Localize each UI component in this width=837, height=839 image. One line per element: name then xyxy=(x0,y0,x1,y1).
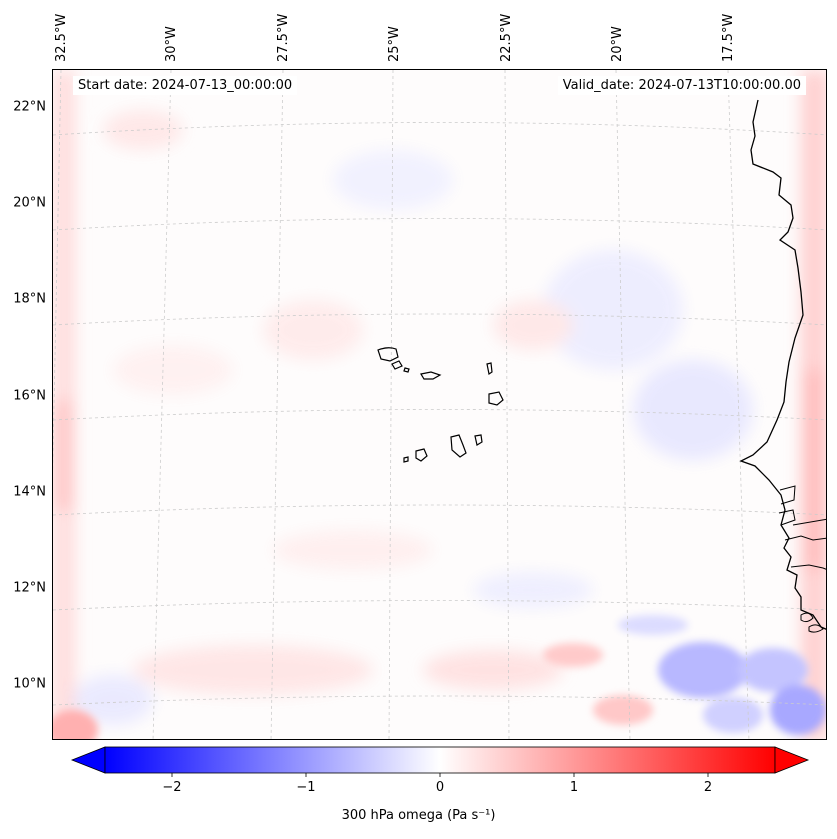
colorbar-min-extend-arrow xyxy=(70,746,106,774)
island-sal xyxy=(486,362,493,375)
island-fogo xyxy=(415,448,428,462)
latitude-gridline-14n xyxy=(53,504,826,516)
longitude-label: 22.5°W xyxy=(499,13,514,62)
longitude-label: 30°W xyxy=(164,26,179,62)
latitude-label: 22°N xyxy=(13,99,46,115)
island-maio xyxy=(474,434,483,446)
colorbar-tick-label: −1 xyxy=(296,780,316,795)
cape-verde-islands xyxy=(377,347,504,463)
omega-positive-patch xyxy=(543,643,603,667)
omega-positive-patch xyxy=(263,300,363,360)
island-brava xyxy=(403,456,409,463)
longitude-gridline-27-5w xyxy=(270,70,284,739)
coastline-islands-bissau xyxy=(800,612,824,633)
island-santo-antao xyxy=(377,347,399,362)
omega-negative-patch xyxy=(543,250,683,370)
start-date-label: Start date: 2024-07-13_00:00:00 xyxy=(73,76,298,95)
map-panel xyxy=(52,69,827,740)
colorbar-label: 300 hPa omega (Pa s⁻¹) xyxy=(341,808,496,823)
coastline-detail xyxy=(778,485,826,570)
valid-date-label: Valid_date: 2024-07-13T10:00:00.00 xyxy=(557,76,806,95)
omega-field-map xyxy=(53,70,826,739)
omega-negative-patch xyxy=(473,572,593,608)
island-sao-nicolau xyxy=(420,371,442,380)
colorbar-tick-marks xyxy=(171,773,709,777)
omega-positive-patch xyxy=(273,530,433,570)
omega-negative-patch xyxy=(703,697,763,733)
latitude-label: 14°N xyxy=(13,484,46,500)
island-boa-vista xyxy=(488,391,504,406)
colorbar-max-extend-arrow xyxy=(774,746,810,774)
longitude-label: 25°W xyxy=(387,26,402,62)
colorbar xyxy=(70,746,810,777)
longitude-label: 32.5°W xyxy=(54,13,69,62)
omega-negative-patch xyxy=(770,685,826,735)
longitude-gridline-17-5w xyxy=(727,70,750,739)
omega-field xyxy=(53,70,826,739)
longitude-label: 27.5°W xyxy=(276,13,291,62)
omega-positive-patch xyxy=(113,345,233,395)
omega-positive-band-east-core xyxy=(805,370,823,570)
graticule xyxy=(53,70,826,739)
latitude-gridline-20n xyxy=(53,218,826,231)
island-sao-vicente xyxy=(391,360,403,370)
island-santa-luzia xyxy=(403,367,410,373)
latitude-label: 18°N xyxy=(13,291,46,307)
latitude-gridline-18n xyxy=(53,313,826,326)
longitude-gridline-22-5w xyxy=(504,70,510,739)
omega-positive-patch xyxy=(423,650,563,690)
longitude-gridline-30w xyxy=(152,70,172,739)
colorbar-tick-label: −2 xyxy=(162,780,182,795)
africa-coastline xyxy=(739,99,826,630)
omega-negative-patch xyxy=(658,642,748,698)
omega-negative-patch xyxy=(738,648,808,692)
latitude-label: 12°N xyxy=(13,580,46,596)
omega-negative-patch xyxy=(633,360,753,460)
longitude-label: 20°W xyxy=(610,26,625,62)
omega-positive-patch xyxy=(493,300,573,350)
latitude-gridline-12n xyxy=(53,600,826,611)
omega-negative-patch xyxy=(73,675,153,725)
island-santiago xyxy=(450,434,467,458)
longitude-gridline-25w xyxy=(388,70,394,739)
latitude-label: 16°N xyxy=(13,388,46,404)
latitude-label: 10°N xyxy=(13,676,46,692)
omega-positive-patch xyxy=(593,695,653,725)
omega-positive-band-west-core xyxy=(55,400,71,510)
omega-negative-patch xyxy=(618,615,688,635)
omega-positive-patch xyxy=(53,710,98,739)
latitude-label: 20°N xyxy=(13,195,46,211)
longitude-label: 17.5°W xyxy=(721,13,736,62)
colorbar-tick-label: 0 xyxy=(435,780,445,795)
longitude-gridline-20w xyxy=(615,70,631,739)
omega-negative-patch xyxy=(333,150,453,210)
colorbar-gradient xyxy=(104,746,776,774)
omega-positive-patch xyxy=(133,645,373,695)
colorbar-tick-label: 1 xyxy=(569,780,579,795)
colorbar-tick-label: 2 xyxy=(703,780,713,795)
